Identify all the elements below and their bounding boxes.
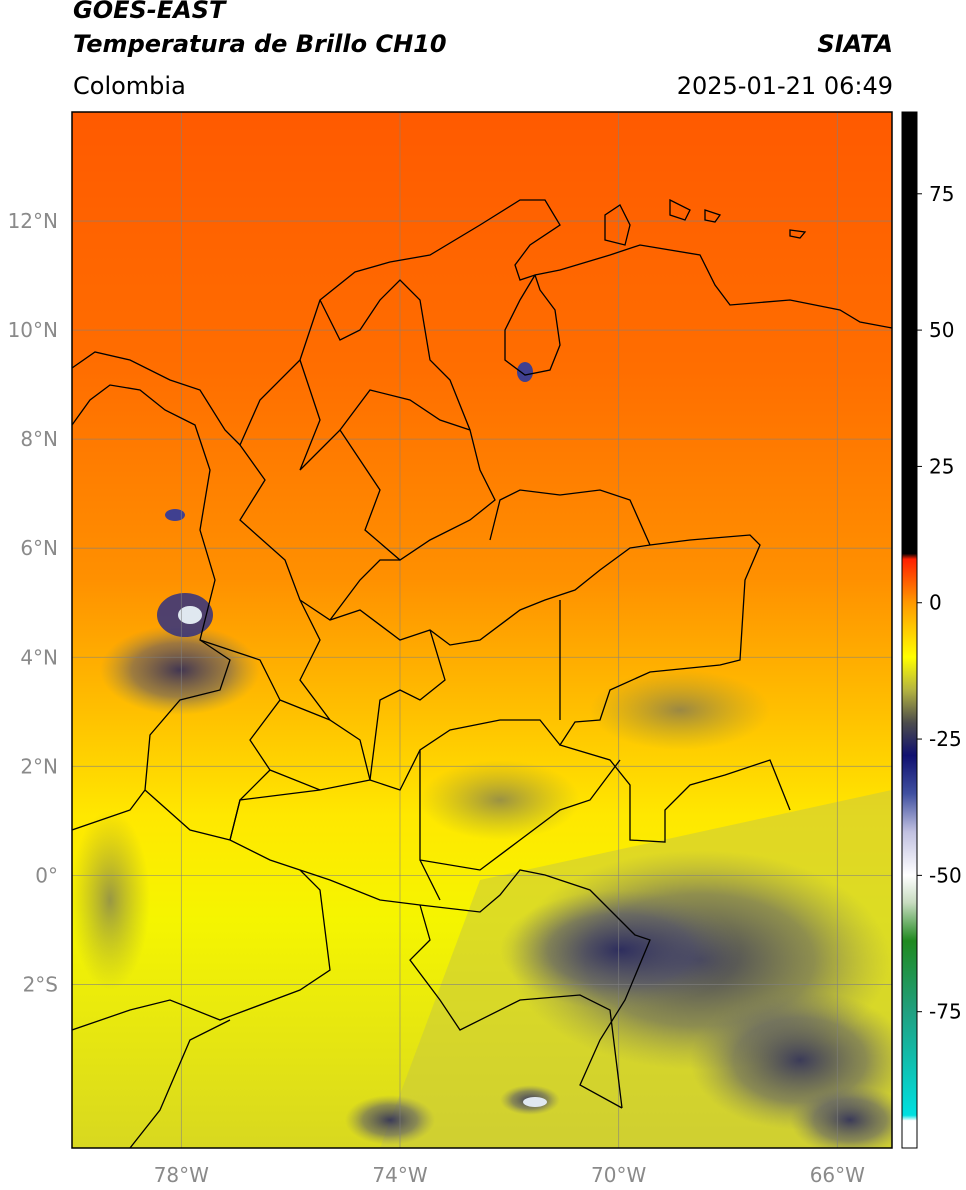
product-title: Temperatura de Brillo CH10 (73, 30, 447, 58)
map-gridlines (72, 112, 892, 1148)
colorbar-tick-label: -25 (929, 727, 962, 751)
latitude-tick-label: 0° (35, 863, 58, 887)
latitude-axis-labels: 12°N 10°N 8°N 6°N 4°N 2°N 0° 2°S (8, 209, 58, 996)
colorbar-tick-label: 50 (929, 318, 954, 342)
longitude-tick-label: 66°W (810, 1163, 865, 1187)
colorbar-tick-label: -50 (929, 863, 962, 887)
colorbar-tick-label: -75 (929, 1000, 962, 1024)
agency-label: SIATA (817, 30, 893, 58)
colorbar-tick-label: 0 (929, 591, 942, 615)
colorbar-ramp (901, 111, 918, 1149)
latitude-tick-label: 6°N (20, 536, 58, 560)
latitude-tick-label: 2°S (23, 972, 58, 996)
longitude-tick-label: 70°W (591, 1163, 646, 1187)
colorbar-tick-labels: 75 50 25 0 -25 -50 -75 (917, 182, 962, 1024)
latitude-tick-label: 10°N (8, 318, 58, 342)
latitude-tick-label: 2°N (20, 754, 58, 778)
latitude-tick-label: 4°N (20, 645, 58, 669)
datetime-label: 2025-01-21 06:49 (676, 72, 893, 100)
colorbar-tick-label: 75 (929, 182, 954, 206)
temperature-colorbar (901, 111, 918, 1149)
region-label: Colombia (73, 72, 186, 100)
latitude-tick-label: 12°N (8, 209, 58, 233)
longitude-tick-label: 78°W (154, 1163, 209, 1187)
latitude-tick-label: 8°N (20, 427, 58, 451)
longitude-tick-label: 74°W (372, 1163, 427, 1187)
coastlines-and-borders (72, 198, 892, 1148)
map-frame (71, 111, 893, 1149)
longitude-axis-labels: 78°W 74°W 70°W 66°W (154, 1163, 865, 1187)
brightness-temperature-field (72, 112, 892, 1148)
satellite-title: GOES-EAST (73, 0, 226, 24)
colorbar-tick-label: 25 (929, 454, 954, 478)
